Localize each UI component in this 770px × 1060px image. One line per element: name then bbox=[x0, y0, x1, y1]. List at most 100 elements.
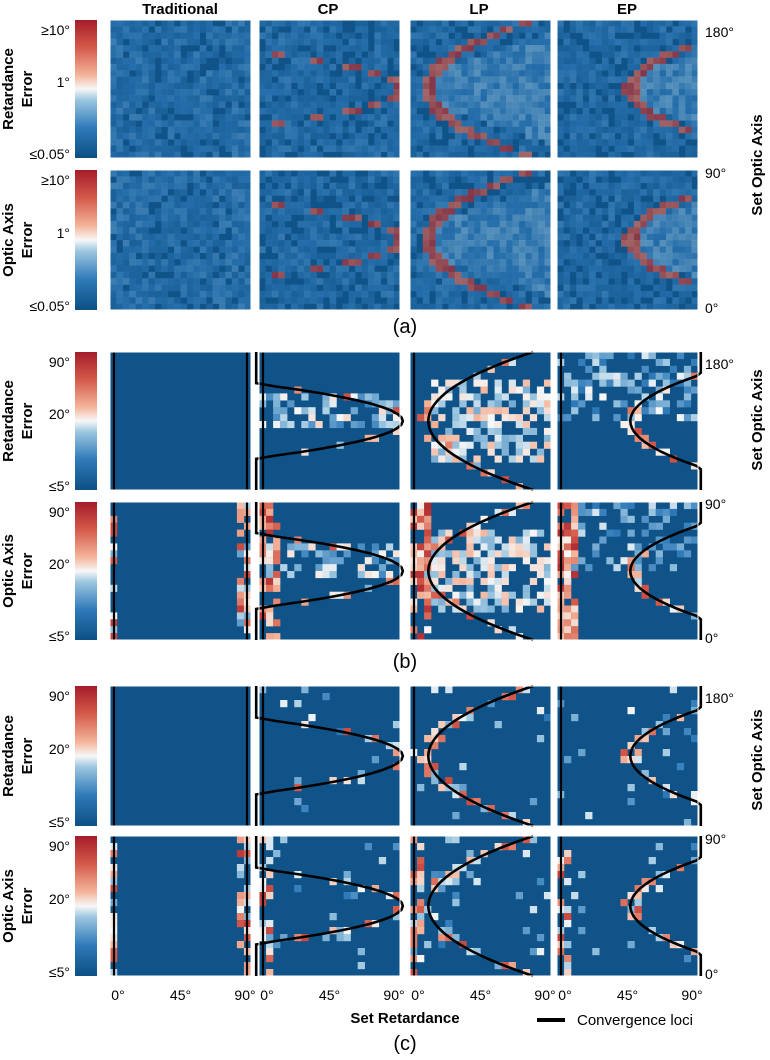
heatmap-cell bbox=[238, 57, 245, 65]
heatmap-cell bbox=[690, 386, 699, 394]
heatmap-cell bbox=[474, 297, 481, 304]
heatmap-cell bbox=[212, 95, 220, 102]
heatmap-cell bbox=[110, 151, 117, 159]
heatmap-cell bbox=[148, 101, 156, 109]
heatmap-cell bbox=[678, 214, 686, 222]
heatmap-cell bbox=[569, 151, 577, 159]
heatmap-cell bbox=[518, 107, 526, 115]
heatmap-cell bbox=[461, 38, 468, 46]
heatmap-cell bbox=[486, 82, 494, 90]
x-axis-ticks: 0° 45° 90° 0° 45° 90° 0° 45° 90° 0° 45° 90° bbox=[111, 987, 702, 1003]
heatmap-cell bbox=[135, 240, 143, 247]
heatmap-cell bbox=[672, 240, 680, 247]
heatmap-cell bbox=[380, 38, 388, 46]
heatmap-cell bbox=[310, 95, 317, 102]
heatmap-cell bbox=[265, 63, 273, 71]
heatmap-cell bbox=[367, 246, 375, 254]
heatmap-cell bbox=[416, 265, 424, 273]
x-tick-label: 90° bbox=[534, 987, 555, 1003]
heatmap-cell bbox=[621, 107, 628, 115]
heatmap-cell bbox=[174, 57, 181, 65]
heatmap-cell bbox=[316, 70, 324, 77]
heatmap-cell bbox=[571, 598, 579, 606]
heatmap-cell bbox=[659, 132, 667, 140]
heatmap-cell bbox=[685, 252, 692, 260]
heatmap-cell bbox=[595, 63, 603, 71]
heatmap-cell bbox=[512, 45, 520, 52]
heatmap-cell bbox=[212, 284, 220, 292]
heatmap-cell bbox=[646, 101, 654, 109]
heatmap-cell bbox=[646, 303, 654, 311]
heatmap-cell bbox=[538, 70, 545, 77]
heatmap-cell bbox=[422, 220, 430, 228]
heatmap-cell bbox=[167, 278, 175, 285]
heatmap-cell bbox=[525, 132, 533, 140]
heatmap-cell bbox=[501, 448, 509, 456]
heatmap-cell bbox=[525, 214, 533, 222]
heatmap-cell bbox=[122, 290, 130, 298]
heatmap-cell bbox=[665, 20, 673, 27]
heatmap-cell bbox=[627, 51, 635, 58]
heatmap-cell bbox=[599, 365, 607, 373]
heatmap-cell bbox=[393, 95, 401, 102]
heatmap-cell bbox=[410, 132, 417, 140]
heatmap-cell bbox=[206, 214, 213, 222]
heatmap-cell bbox=[665, 38, 673, 46]
row-label: Optic Axis bbox=[0, 869, 17, 943]
heatmap-cell bbox=[392, 550, 401, 558]
heatmap-cell bbox=[467, 89, 475, 96]
heatmap-cell bbox=[467, 284, 475, 292]
heatmap-cell bbox=[601, 233, 609, 241]
heatmap-cell bbox=[563, 126, 571, 134]
heatmap-cell bbox=[461, 259, 468, 266]
heatmap-cell bbox=[161, 176, 168, 184]
heatmap-cell bbox=[518, 214, 526, 222]
heatmap-cell bbox=[271, 151, 279, 159]
heatmap-cell bbox=[620, 756, 628, 764]
heatmap-cell bbox=[543, 393, 552, 401]
heatmap-cell bbox=[538, 278, 545, 285]
heatmap-cell bbox=[374, 170, 382, 177]
heatmap-cell bbox=[380, 63, 388, 71]
colorbar-tick-label: ≤5° bbox=[49, 478, 70, 494]
heatmap-cell bbox=[518, 290, 526, 298]
heatmap-cell bbox=[142, 126, 149, 134]
heatmap-cell bbox=[273, 619, 281, 627]
heatmap-cell bbox=[142, 38, 149, 46]
heatmap-cell bbox=[435, 45, 443, 52]
heatmap-cell bbox=[218, 290, 226, 298]
heatmap-cell bbox=[142, 170, 149, 177]
heatmap-cell bbox=[266, 892, 274, 900]
heatmap-cell bbox=[225, 126, 233, 134]
heatmap-cell bbox=[506, 170, 513, 177]
heatmap-cell bbox=[355, 132, 362, 140]
heatmap-cell bbox=[544, 145, 552, 153]
heatmap-cell bbox=[212, 240, 220, 247]
heatmap-cell bbox=[601, 139, 609, 146]
heatmap-cell bbox=[438, 571, 446, 579]
column-title-cp: CP bbox=[318, 1, 339, 18]
heatmap-cell bbox=[589, 227, 596, 234]
heatmap-cell bbox=[576, 246, 583, 254]
heatmap-cell bbox=[323, 32, 330, 40]
heatmap-cell bbox=[665, 195, 673, 203]
heatmap-cell bbox=[280, 407, 288, 415]
heatmap-cell bbox=[367, 303, 375, 311]
heatmap-cell bbox=[564, 969, 572, 977]
heatmap-cell bbox=[193, 139, 201, 146]
heatmap-cell bbox=[508, 693, 516, 701]
heatmap-cell bbox=[653, 151, 660, 159]
heatmap-cell bbox=[116, 151, 124, 159]
heatmap-cell bbox=[501, 393, 509, 401]
heatmap-cell bbox=[467, 176, 475, 184]
heatmap-cell bbox=[493, 284, 501, 292]
heatmap-cell bbox=[193, 107, 201, 115]
heatmap-cell bbox=[620, 515, 628, 523]
heatmap-cell bbox=[116, 233, 124, 241]
heatmap-cell bbox=[266, 836, 274, 844]
heatmap-cell bbox=[585, 352, 593, 360]
heatmap-cell bbox=[161, 70, 168, 77]
heatmap-cell bbox=[393, 101, 401, 109]
heatmap-cell bbox=[522, 379, 531, 387]
heatmap-cell bbox=[576, 278, 583, 285]
